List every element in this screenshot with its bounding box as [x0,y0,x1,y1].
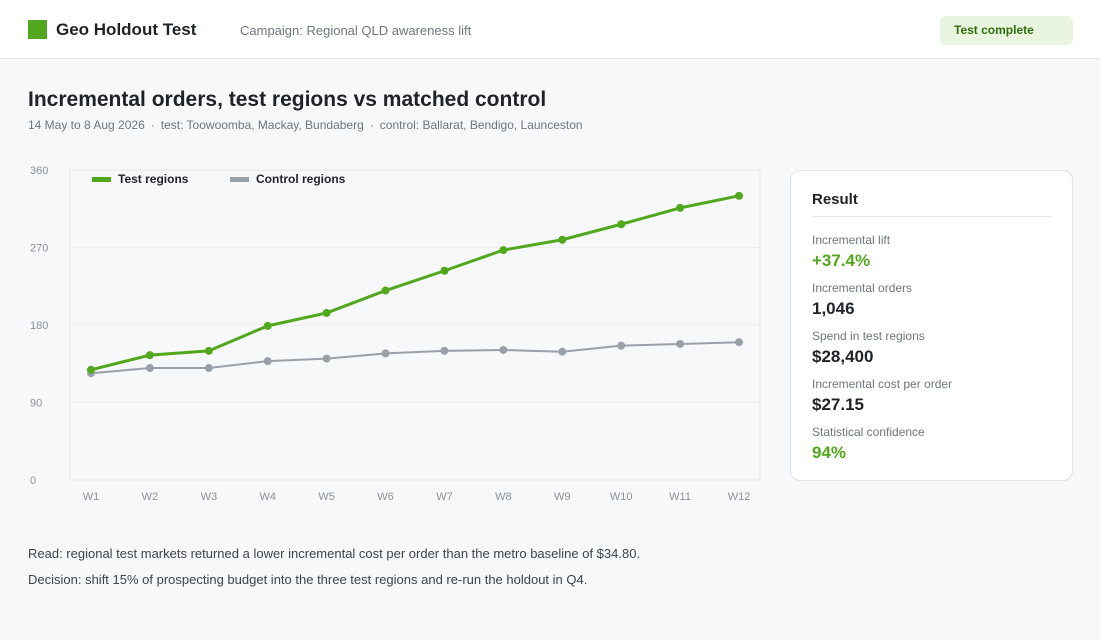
x-tick-label: W7 [436,491,453,503]
x-tick-label: W8 [495,491,512,503]
metric-label-cost-per-order: Incremental cost per order [812,377,953,391]
separator: · [150,118,155,132]
metric-label-incremental-orders: Incremental orders [812,281,913,295]
y-tick-label: 270 [30,243,48,255]
legend-swatch-control-regions [230,177,249,182]
data-point-control-regions [558,347,567,356]
data-point-control-regions [676,339,685,348]
top-bar: Geo Holdout Test Campaign: Regional QLD … [0,0,1100,59]
x-tick-label: W12 [728,491,751,503]
data-point-control-regions [440,346,449,355]
metric-label-spend: Spend in test regions [812,329,925,343]
data-point-control-regions [263,357,272,366]
data-point-control-regions [617,341,626,350]
x-tick-label: W4 [259,491,276,503]
metric-value-spend: $28,400 [812,347,874,366]
date-range: 14 May to 8 Aug 2026 [28,118,145,132]
chart-legend: Test regions Control regions [92,172,346,186]
decision-note: Decision: shift 15% of prospecting budge… [28,572,588,587]
data-point-control-regions [145,364,154,373]
x-tick-label: W5 [318,491,335,503]
x-tick-label: W1 [83,491,100,503]
page-subtitle: 14 May to 8 Aug 2026 · test: Toowoomba, Ma… [28,118,583,132]
x-tick-label: W2 [142,491,159,503]
metric-value-incremental-lift: +37.4% [812,251,871,270]
metric-label-incremental-lift: Incremental lift [812,233,891,247]
result-card: Result Incremental lift +37.4% Increment… [790,170,1073,481]
data-point-control-regions [499,345,508,354]
data-point-control-regions [381,349,390,358]
y-tick-label: 360 [30,165,48,177]
y-axis-ticks: 0 90 180 270 360 [30,165,48,487]
metric-value-incremental-orders: 1,046 [812,299,855,318]
x-tick-label: W11 [669,491,691,503]
plot-area-frame [69,169,761,481]
campaign-label: Campaign: Regional QLD awareness lift [240,23,472,38]
test-regions-label: test: Toowoomba, Mackay, Bundaberg [160,118,364,132]
data-point-control-regions [322,354,331,363]
metric-value-confidence: 94% [812,443,847,462]
separator: · [369,118,374,132]
legend-swatch-test-regions [92,177,111,182]
series-line-control-regions [90,341,740,375]
data-point-control-regions [204,364,213,373]
y-tick-label: 90 [30,398,42,410]
data-point-test-regions [322,308,331,317]
incremental-orders-chart: 0 90 180 270 360 W1 W2 W3 W4 W5 W6 W7 W8 W9 W10 W11 W12… [30,165,761,503]
metric-value-cost-per-order: $27.15 [812,395,864,414]
data-point-test-regions [735,191,743,200]
control-regions-label: control: Ballarat, Bendigo, Launceston [379,118,583,132]
x-axis-ticks: W1 W2 W3 W4 W5 W6 W7 W8 W9 W10 W11 W12 [83,491,751,503]
data-point-control-regions [735,338,743,347]
app-title: Geo Holdout Test [56,20,197,39]
chart-gridlines [70,247,760,403]
read-note: Read: regional test markets returned a l… [28,546,641,561]
legend-label-test-regions: Test regions [118,172,189,186]
data-point-test-regions [263,321,272,330]
data-point-test-regions [676,203,685,212]
series-line-test-regions [90,194,740,372]
logo-icon [28,20,47,39]
data-point-test-regions [145,351,154,360]
legend-label-control-regions: Control regions [256,172,346,186]
data-point-test-regions [558,235,567,244]
status-badge: Test complete [940,16,1073,45]
x-tick-label: W6 [377,491,394,503]
x-tick-label: W10 [610,491,633,503]
x-tick-label: W3 [201,491,218,503]
page-title: Incremental orders, test regions vs matc… [28,88,547,111]
data-point-test-regions [617,220,626,229]
data-point-test-regions [204,346,213,355]
y-tick-label: 0 [30,475,36,487]
result-title: Result [812,191,858,208]
data-point-test-regions [499,246,508,255]
result-divider [812,216,1051,217]
x-tick-label: W9 [554,491,571,503]
metric-label-confidence: Statistical confidence [812,425,925,439]
data-point-test-regions [87,365,95,374]
chart-series [87,191,743,378]
data-point-test-regions [440,266,449,275]
y-tick-label: 180 [30,320,48,332]
data-point-test-regions [381,286,390,295]
